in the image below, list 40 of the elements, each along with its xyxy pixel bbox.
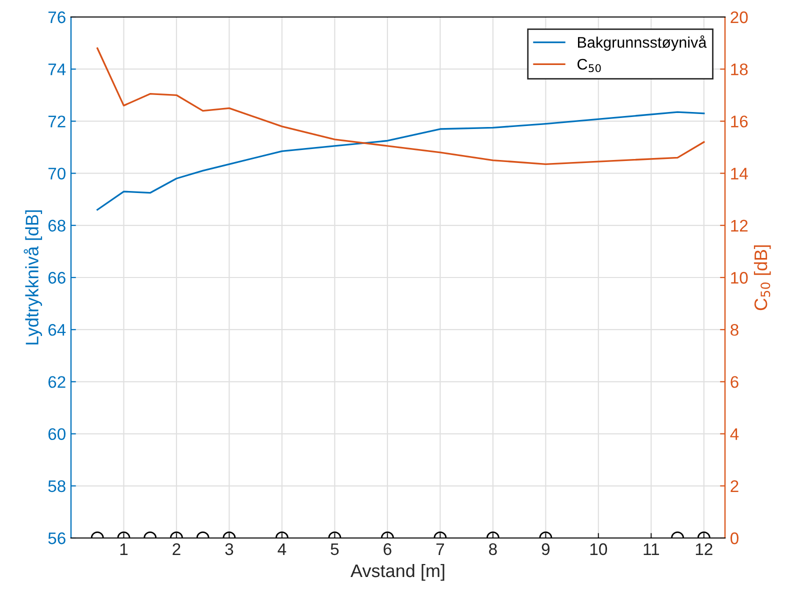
x-tick-label: 11 [644,543,660,555]
y2-tick-label: 4 [730,428,739,440]
legend-label: C$_{50}$ [578,58,601,72]
legend-label: Bakgrunnsstøynivå [578,35,707,51]
y2-tick-label: 0 [730,532,738,544]
x-tick-label: 12 [696,543,712,555]
y2-tick-label: 8 [730,324,738,336]
y-axis-title: Lydtrykknivå [dB] [24,210,42,344]
y-tick-label: 62 [48,376,66,388]
y-tick-label: 72 [48,116,66,128]
x-tick-label: 2 [172,543,180,555]
line-series [96,111,705,211]
y2-tick-label: 20 [730,11,748,24]
y2-tick-label: 6 [730,376,738,388]
y2-tick-label: 16 [731,116,748,128]
x-axis-title: Avstand [m] [350,564,444,581]
y-tick-label: 74 [48,64,66,76]
x-tick-label: 9 [542,543,550,556]
y-tick-label: 58 [48,480,66,492]
x-tick-label: 3 [225,543,234,556]
x-tick-label: 7 [436,543,444,555]
y-tick-label: 76 [48,11,66,24]
y-tick-label: 66 [48,272,66,284]
y-tick-label: 56 [48,532,66,544]
y2-tick-label: 10 [731,272,748,284]
x-tick-label: 8 [489,543,497,556]
x-tick-label: 4 [278,543,286,555]
y-tick-label: 70 [48,168,66,180]
x-tick-label: 5 [330,543,339,556]
x-tick-label: 6 [384,543,392,556]
y2-tick-label: 2 [730,480,738,492]
y2-tick-label: 12 [731,220,748,232]
y-tick-label: 68 [48,220,66,232]
y2-axis-title: C$_{50}$ [dB] [754,245,771,310]
y-tick-label: 60 [48,428,66,440]
y2-tick-label: 14 [731,168,748,180]
x-tick-label: 1 [120,543,128,555]
y-tick-label: 64 [48,324,66,336]
x-tick-label: 10 [590,543,608,556]
y2-tick-label: 18 [731,64,748,76]
